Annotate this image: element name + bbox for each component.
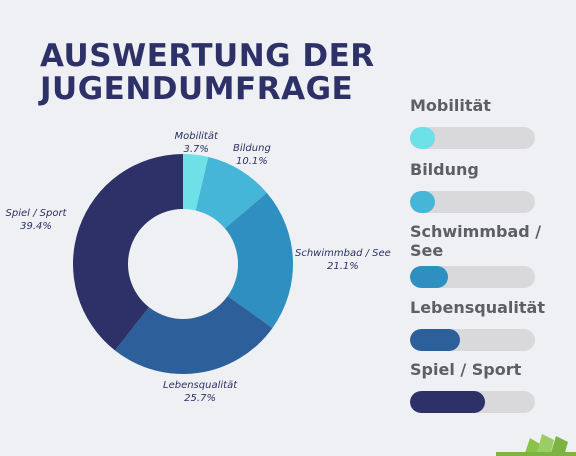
legend-label: Schwimmbad / See: [410, 222, 542, 260]
slice-label: Schwimmbad / See 21.1%: [295, 247, 391, 273]
donut-slice: [115, 296, 273, 374]
slice-label-value: 21.1%: [327, 261, 359, 272]
page-title: AUSWERTUNG DER JUGENDUMFRAGE: [40, 40, 375, 106]
legend-item: Lebensqualität: [410, 298, 560, 351]
legend-bar-track: [410, 391, 535, 413]
book-logo-icon: [496, 434, 576, 456]
slice-label-name: Lebensqualität: [163, 380, 238, 391]
slice-label-name: Mobilität: [174, 131, 218, 142]
legend-label: Lebensqualität: [410, 298, 545, 317]
donut-slice: [183, 154, 209, 211]
slice-label-name: Bildung: [233, 143, 271, 154]
donut-slice: [224, 192, 293, 329]
donut-slice: [72, 154, 183, 351]
slice-label: Spiel / Sport 39.4%: [6, 207, 67, 233]
slice-label: Mobilität 3.7%: [175, 130, 218, 156]
legend-bar-fill: [410, 191, 435, 213]
donut-slice: [195, 156, 267, 229]
slice-label-value: 3.7%: [183, 144, 209, 155]
slice-label-value: 10.1%: [236, 156, 268, 167]
title-line-2: JUGENDUMFRAGE: [40, 71, 354, 107]
legend-item: Bildung: [410, 160, 560, 213]
legend-label: Bildung: [410, 160, 479, 179]
legend-bar-track: [410, 329, 535, 351]
legend-bar-fill: [410, 266, 448, 288]
legend-item: Spiel / Sport: [410, 360, 560, 413]
slice-label-name: Schwimmbad / See: [295, 248, 391, 259]
legend-bar-track: [410, 266, 535, 288]
slice-label: Bildung 10.1%: [233, 142, 271, 168]
legend-item: Schwimmbad / See: [410, 222, 560, 288]
legend-bar-track: [410, 127, 535, 149]
legend-label: Mobilität: [410, 96, 491, 115]
legend-bar-track: [410, 191, 535, 213]
slice-label: Lebensqualität 25.7%: [163, 379, 237, 405]
legend-bar-fill: [410, 329, 460, 351]
legend-bar-fill: [410, 127, 435, 149]
legend-bar-fill: [410, 391, 485, 413]
slice-label-value: 39.4%: [20, 221, 52, 232]
slice-label-name: Spiel / Sport: [5, 208, 67, 219]
legend-label: Spiel / Sport: [410, 360, 522, 379]
legend-item: Mobilität: [410, 96, 560, 149]
title-line-1: AUSWERTUNG DER: [40, 38, 375, 74]
slice-label-value: 25.7%: [184, 393, 216, 404]
